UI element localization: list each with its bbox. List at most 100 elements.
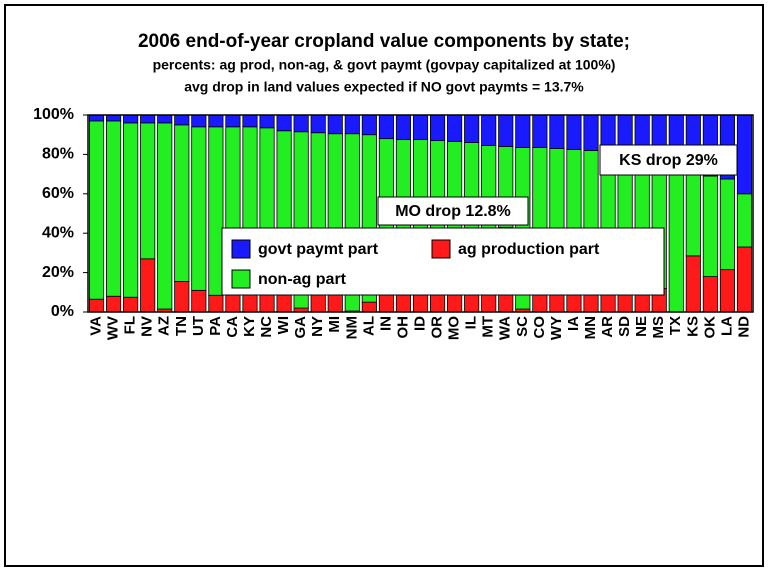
bar-segment: [549, 114, 565, 149]
annotation-box: [599, 144, 738, 176]
x-tick-label: AR: [599, 316, 616, 338]
bar-segment: [327, 114, 343, 135]
annotation-box: [377, 196, 529, 226]
bar-segment: [225, 126, 241, 242]
bar-segment: [327, 292, 343, 313]
x-tick-label: IN: [377, 316, 394, 331]
x-tick-label: NC: [258, 316, 275, 338]
bar-segment: [242, 114, 258, 128]
x-tick-label: MT: [480, 316, 497, 338]
bar-segment: [429, 114, 446, 142]
bar-segment: [225, 114, 241, 128]
bar-segment: [293, 114, 309, 133]
bar-segment: [208, 126, 224, 296]
bar-segment: [123, 122, 139, 298]
x-tick-label: MN: [582, 316, 599, 339]
x-tick-label: NY: [309, 316, 326, 337]
x-tick-label: TX: [667, 316, 684, 335]
bar-segment: [174, 114, 190, 126]
bar-segment: [157, 122, 173, 310]
x-tick-label: PA: [207, 316, 224, 336]
y-tick-label: 40%: [42, 224, 74, 241]
x-tick-label: NM: [343, 316, 360, 339]
x-tick-label: NE: [633, 316, 650, 337]
x-tick-label: WA: [497, 316, 514, 340]
x-tick-label: GA: [292, 316, 309, 339]
x-tick-label: VA: [87, 316, 104, 336]
legend-box: [221, 227, 665, 296]
chart-subtitle: percents: ag prod, non-ag, & govt paymt …: [153, 57, 616, 73]
x-tick-label: FL: [122, 316, 139, 334]
legend-label: ag production part: [458, 241, 600, 258]
bar-segment: [464, 114, 480, 143]
x-tick-label: AL: [360, 316, 377, 336]
x-tick-label: UT: [190, 316, 207, 336]
bar-segment: [140, 122, 156, 260]
bar-segment: [532, 114, 548, 148]
bar-segment: [106, 295, 122, 313]
bar-segment: [276, 114, 292, 132]
bar-segment: [702, 175, 718, 277]
annotation: KS drop 29%: [619, 152, 718, 169]
bar-segment: [191, 289, 207, 313]
bar-segment: [719, 178, 735, 271]
x-tick-label: LA: [718, 316, 735, 336]
x-tick-label: MS: [650, 316, 667, 339]
bar-segment: [208, 114, 224, 128]
bar-segment: [123, 296, 139, 313]
bar-segment: [88, 114, 105, 122]
x-tick-label: MO: [446, 316, 463, 340]
bar-segment: [412, 114, 429, 141]
legend-swatch: [231, 239, 251, 259]
chart-subtitle: avg drop in land values expected if NO g…: [184, 79, 584, 95]
x-tick-label: WY: [548, 316, 565, 340]
bar-segment: [685, 255, 701, 313]
bar-segment: [88, 120, 105, 300]
bar-segment: [515, 114, 531, 148]
chart-title: 2006 end-of-year cropland value componen…: [138, 31, 630, 52]
bar-segment: [191, 126, 207, 291]
bar-segment: [447, 114, 463, 142]
x-tick-label: IL: [463, 316, 480, 329]
x-tick-label: SC: [514, 316, 531, 337]
x-tick-label: SD: [616, 316, 633, 337]
x-tick-label: ID: [411, 316, 428, 331]
x-tick-label: CA: [224, 316, 241, 338]
bar-segment: [123, 114, 139, 124]
x-tick-label: MI: [326, 316, 343, 333]
legend-swatch: [431, 239, 451, 259]
bar-segment: [174, 281, 190, 313]
bar-segment: [157, 114, 173, 124]
x-tick-label: ND: [735, 316, 752, 338]
y-tick-label: 20%: [42, 264, 74, 281]
bar-segment: [259, 293, 275, 313]
bar-segment: [88, 298, 105, 313]
bar-segment: [583, 114, 599, 151]
x-tick-label: CO: [531, 316, 548, 339]
bar-segment: [344, 114, 360, 135]
bar-segment: [106, 120, 122, 297]
legend-swatch: [231, 269, 251, 289]
bar-segment: [191, 114, 207, 128]
bar-segment: [736, 246, 753, 313]
plot-border: [87, 114, 754, 313]
bar-segment: [106, 114, 122, 122]
bar-segment: [208, 294, 224, 313]
bar-segment: [395, 114, 412, 141]
x-tick-label: AZ: [156, 316, 173, 336]
bar-segment: [566, 114, 582, 150]
x-tick-label: WV: [105, 316, 122, 340]
bar-segment: [140, 258, 156, 313]
x-tick-label: OR: [429, 316, 446, 339]
bar-segment: [140, 114, 156, 124]
bar-segment: [310, 114, 326, 134]
bar-segment: [668, 166, 684, 313]
y-tick-label: 80%: [42, 146, 74, 163]
bar-segment: [685, 173, 701, 257]
bar-segment: [702, 276, 718, 313]
x-tick-label: KS: [684, 316, 701, 337]
y-tick-label: 0%: [51, 303, 74, 320]
x-tick-label: IA: [565, 316, 582, 331]
x-tick-label: OK: [701, 316, 718, 339]
